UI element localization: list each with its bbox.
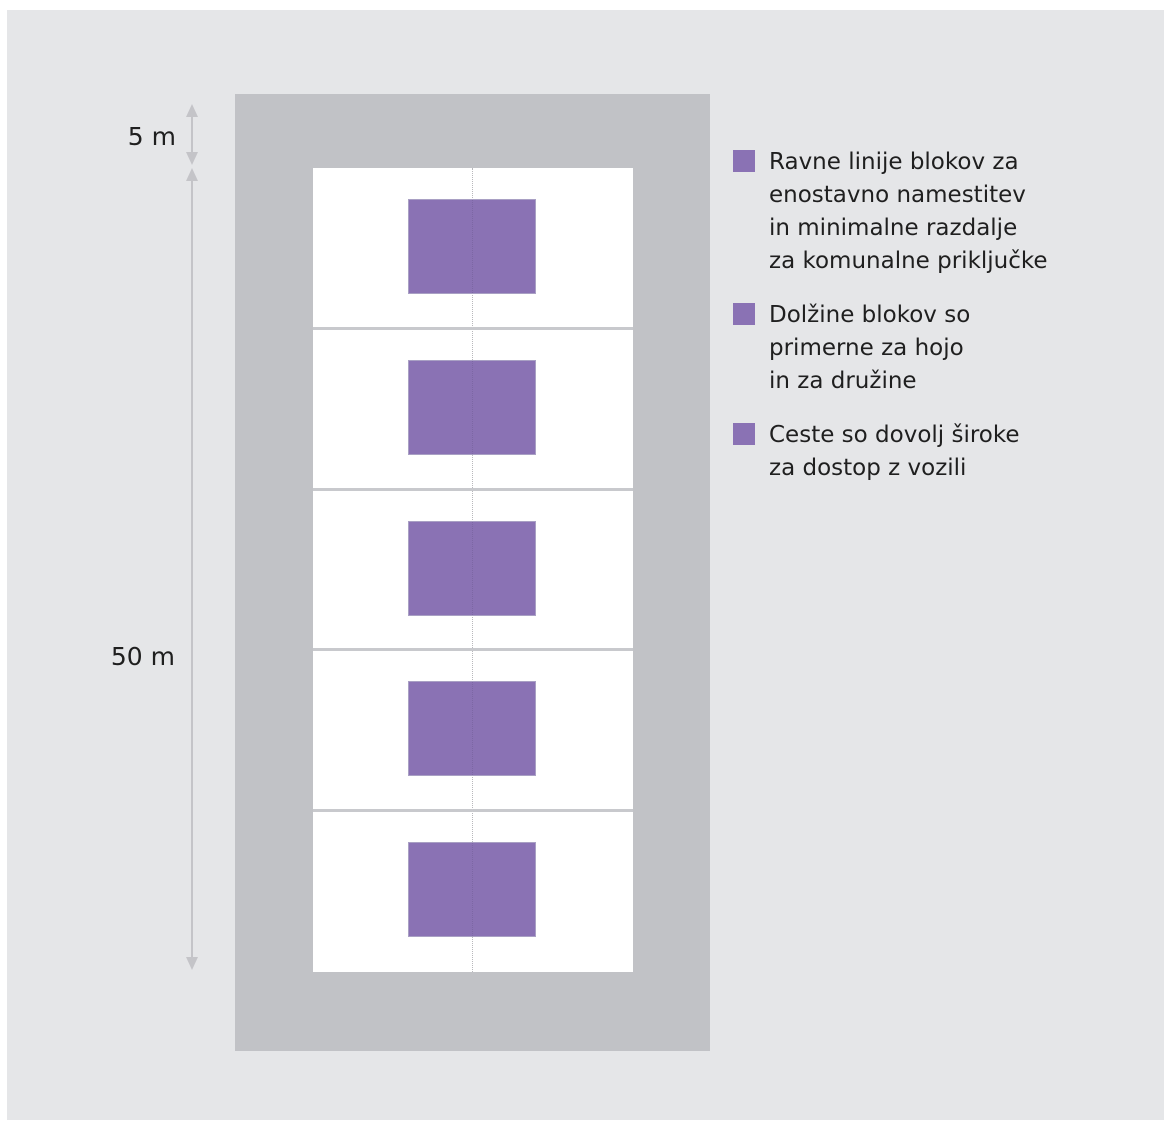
- legend-swatch: [733, 303, 755, 325]
- legend-swatch: [733, 423, 755, 445]
- legend-item: Ravne linije blokov za enostavno namesti…: [733, 146, 1153, 278]
- block-length-label: 50 m: [110, 642, 175, 671]
- legend-swatch: [733, 150, 755, 172]
- house-footprint: [408, 842, 536, 938]
- legend-item-text: Dolžine blokov so primerne za hojo in za…: [769, 302, 971, 394]
- legend-item-text: Ravne linije blokov za enostavno namesti…: [769, 149, 1048, 274]
- block-of-lots: [313, 168, 633, 972]
- legend-item-text: Ceste so dovolj široke za dostop z vozil…: [769, 422, 1020, 481]
- house-footprint: [408, 359, 536, 455]
- road-width-label: 5 m: [127, 122, 176, 151]
- lot-divider: [313, 326, 633, 330]
- house-footprint: [408, 199, 536, 294]
- house-footprint: [408, 520, 536, 616]
- lot-divider: [313, 809, 633, 813]
- legend-item: Ceste so dovolj široke za dostop z vozil…: [733, 419, 1153, 485]
- legend: Ravne linije blokov za enostavno namesti…: [733, 146, 1153, 506]
- house-footprint: [408, 681, 536, 777]
- lot-divider: [313, 487, 633, 491]
- lot-divider: [313, 648, 633, 652]
- legend-item: Dolžine blokov so primerne za hojo in za…: [733, 299, 1153, 398]
